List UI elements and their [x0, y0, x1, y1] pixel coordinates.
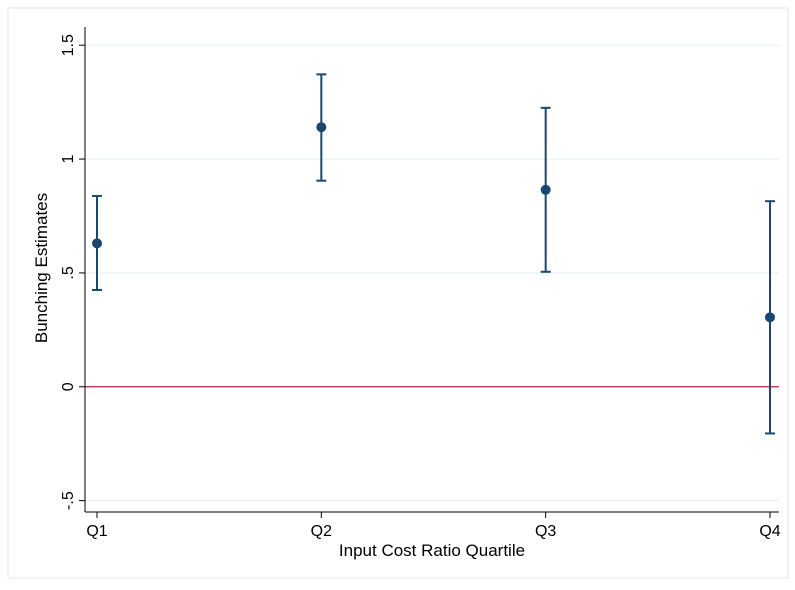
y-tick-label: .5 — [60, 266, 77, 279]
y-tick-label: 1.5 — [60, 34, 77, 56]
data-point — [92, 238, 102, 249]
data-point — [540, 184, 551, 195]
axes — [84, 27, 779, 513]
x-tick-label: Q3 — [535, 523, 556, 540]
x-ticks: Q1 Q2 Q3 Q4 — [86, 512, 781, 540]
x-tick-label: Q4 — [759, 523, 780, 540]
data-point — [765, 312, 775, 323]
y-tick-label: 0 — [60, 382, 77, 391]
data-marks — [92, 73, 775, 435]
chart-frame — [7, 7, 789, 579]
y-tick-label: 1 — [60, 155, 77, 164]
y-ticks: -.5 0 .5 1 1.5 — [60, 34, 85, 510]
x-axis-title: Input Cost Ratio Quartile — [339, 541, 525, 560]
x-tick-label: Q1 — [86, 523, 107, 540]
x-tick-label: Q2 — [311, 523, 332, 540]
data-point — [316, 122, 327, 133]
y-axis-title: Bunching Estimates — [32, 193, 51, 343]
y-tick-label: -.5 — [60, 491, 77, 510]
